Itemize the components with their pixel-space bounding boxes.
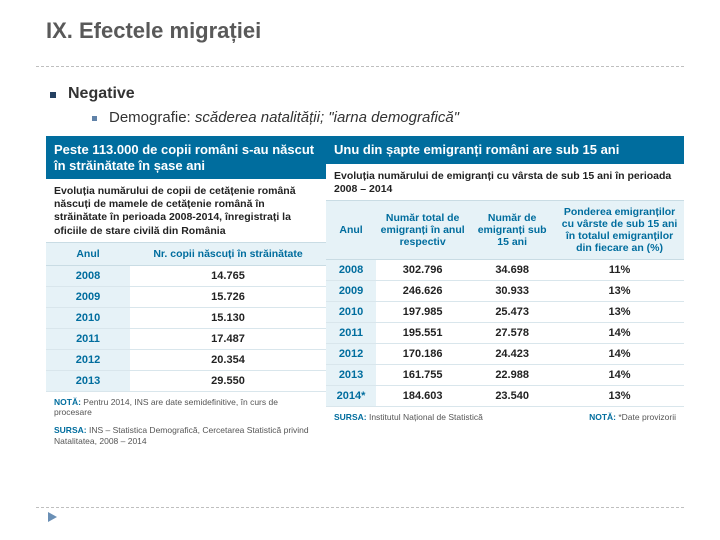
square-bullet-icon [50, 92, 56, 98]
right-notes: SURSA: Institutul Național de Statistică… [326, 407, 684, 425]
right-source-text: Institutul Național de Statistică [369, 412, 483, 422]
value-cell: 22.988 [469, 365, 555, 386]
table-row: 2011195.55127.57814% [326, 323, 684, 344]
year-cell: 2012 [326, 344, 376, 365]
sub-bullet-text: Demografie: scăderea natalității; "iarna… [109, 109, 459, 126]
left-th-year: Anul [46, 242, 130, 265]
year-cell: 2008 [46, 265, 130, 286]
year-cell: 2011 [46, 328, 130, 349]
left-subhead: Evoluția numărului de copii de cetățenie… [46, 179, 326, 242]
value-cell: 246.626 [376, 281, 469, 302]
value-cell: 184.603 [376, 386, 469, 407]
table-row: 2008302.79634.69811% [326, 260, 684, 281]
left-source-text: INS – Statistica Demografică, Cercetarea… [54, 425, 309, 446]
year-cell: 2009 [326, 281, 376, 302]
table-row: 2009246.62630.93313% [326, 281, 684, 302]
table-row: 2012170.18624.42314% [326, 344, 684, 365]
left-th-val: Nr. copii născuți în străinătate [130, 242, 326, 265]
value-cell: 15.726 [130, 286, 326, 307]
value-cell: 17.487 [130, 328, 326, 349]
value-cell: 20.354 [130, 349, 326, 370]
value-cell: 29.550 [130, 370, 326, 391]
value-cell: 13% [555, 281, 684, 302]
table-row: 2013161.75522.98814% [326, 365, 684, 386]
nota-label: NOTĂ: [54, 397, 81, 407]
year-cell: 2013 [326, 365, 376, 386]
slide-title: IX. Efectele migrației [0, 0, 720, 44]
value-cell: 14% [555, 344, 684, 365]
right-note-text: *Date provizorii [618, 412, 676, 422]
bottom-divider [36, 507, 684, 508]
right-source: SURSA: Institutul Național de Statistică [334, 412, 483, 423]
year-cell: 2008 [326, 260, 376, 281]
year-cell: 2011 [326, 323, 376, 344]
right-th-c2: Număr de emigranți sub 15 ani [469, 200, 555, 259]
sursa-label: SURSA: [334, 412, 367, 422]
value-cell: 23.540 [469, 386, 555, 407]
negative-label: Negative [68, 85, 135, 103]
table-row: 201220.354 [46, 349, 326, 370]
year-cell: 2013 [46, 370, 130, 391]
left-source: SURSA: INS – Statistica Demografică, Cer… [46, 420, 326, 448]
value-cell: 13% [555, 302, 684, 323]
table-row: 201329.550 [46, 370, 326, 391]
table-row: 201015.130 [46, 307, 326, 328]
value-cell: 27.578 [469, 323, 555, 344]
left-panel: Peste 113.000 de copii români s-au născu… [46, 136, 326, 448]
right-table: Anul Număr total de emigranți în anul re… [326, 200, 684, 407]
left-note-text: Pentru 2014, INS are date semidefinitive… [54, 397, 278, 418]
value-cell: 34.698 [469, 260, 555, 281]
value-cell: 25.473 [469, 302, 555, 323]
table-row: 200915.726 [46, 286, 326, 307]
triangle-icon [48, 512, 57, 522]
value-cell: 14% [555, 323, 684, 344]
left-banner: Peste 113.000 de copii români s-au născu… [46, 136, 326, 179]
right-th-year: Anul [326, 200, 376, 259]
right-banner: Unu din șapte emigranți români are sub 1… [326, 136, 684, 164]
value-cell: 13% [555, 386, 684, 407]
left-table: Anul Nr. copii născuți în străinătate 20… [46, 242, 326, 392]
sursa-label: SURSA: [54, 425, 87, 435]
top-divider [36, 66, 684, 67]
table-row: 200814.765 [46, 265, 326, 286]
year-cell: 2009 [46, 286, 130, 307]
year-cell: 2010 [46, 307, 130, 328]
sub-text-italic: scăderea natalității; "iarna demografică… [195, 109, 459, 126]
left-note: NOTĂ: Pentru 2014, INS are date semidefi… [46, 392, 326, 420]
value-cell: 170.186 [376, 344, 469, 365]
value-cell: 24.423 [469, 344, 555, 365]
bullet-negative: Negative [0, 85, 720, 103]
value-cell: 11% [555, 260, 684, 281]
right-panel: Unu din șapte emigranți români are sub 1… [326, 136, 684, 448]
nota-label: NOTĂ: [589, 412, 616, 422]
sub-bullet: Demografie: scăderea natalității; "iarna… [0, 109, 720, 126]
value-cell: 14% [555, 365, 684, 386]
data-panels: Peste 113.000 de copii români s-au născu… [46, 136, 684, 448]
value-cell: 15.130 [130, 307, 326, 328]
year-cell: 2010 [326, 302, 376, 323]
year-cell: 2012 [46, 349, 130, 370]
right-note: NOTĂ: *Date provizorii [589, 412, 676, 423]
value-cell: 161.755 [376, 365, 469, 386]
value-cell: 195.551 [376, 323, 469, 344]
right-subhead: Evoluția numărului de emigranți cu vârst… [326, 164, 684, 200]
sub-text-plain: Demografie: [109, 109, 195, 126]
table-row: 201117.487 [46, 328, 326, 349]
value-cell: 14.765 [130, 265, 326, 286]
right-th-c3: Ponderea emigranților cu vârste de sub 1… [555, 200, 684, 259]
value-cell: 302.796 [376, 260, 469, 281]
right-th-c1: Număr total de emigranți în anul respect… [376, 200, 469, 259]
year-cell: 2014* [326, 386, 376, 407]
table-row: 2014*184.60323.54013% [326, 386, 684, 407]
value-cell: 30.933 [469, 281, 555, 302]
square-bullet-icon [92, 116, 97, 121]
table-row: 2010197.98525.47313% [326, 302, 684, 323]
value-cell: 197.985 [376, 302, 469, 323]
